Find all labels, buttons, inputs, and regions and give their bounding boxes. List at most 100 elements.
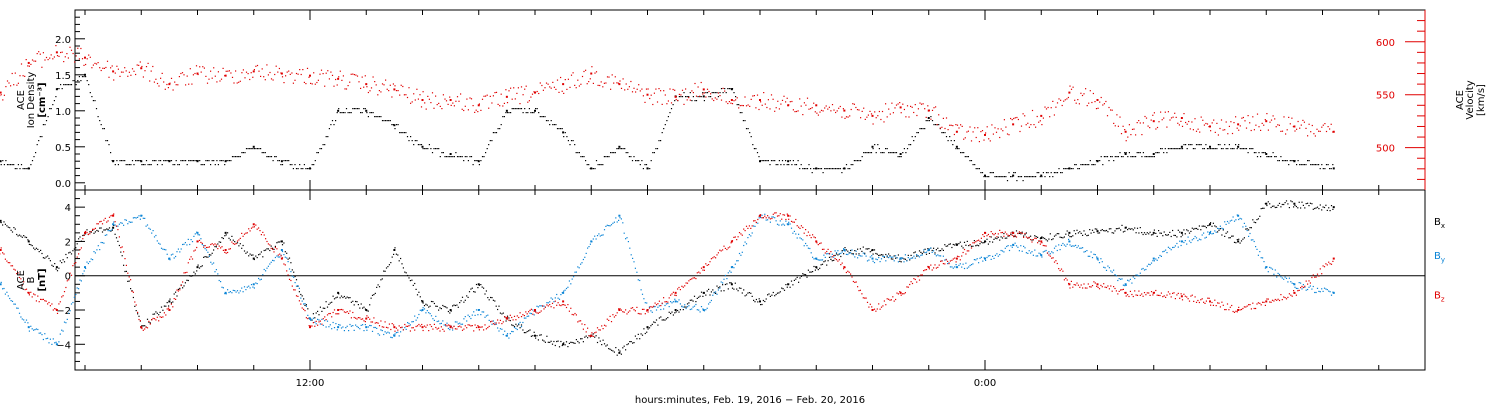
density-trail-dot [13, 164, 15, 166]
By-trail-dot [641, 293, 644, 295]
By-trail-dot [1008, 249, 1011, 252]
Bz-trail-dot [944, 263, 946, 265]
density-trail-dot [880, 152, 882, 154]
Bz-trail-dot [1030, 239, 1032, 241]
By-trail-dot [852, 254, 854, 256]
Bz-trail-dot [92, 228, 94, 230]
velocity-trail-dot [1238, 129, 1240, 131]
density-trail-dot [1245, 148, 1248, 150]
velocity-trail-dot [1269, 121, 1271, 123]
velocity-trail-dot [485, 95, 487, 97]
Bz-trail-dot [373, 317, 375, 319]
By-trail-dot [1305, 289, 1307, 291]
Bz-trail-dot [969, 244, 971, 246]
density-trail-dot [278, 160, 280, 162]
By-trail-dot [834, 250, 836, 252]
velocity-trail-dot [724, 90, 726, 92]
By-trail-dot [35, 328, 37, 330]
velocity-trail-dot [805, 104, 807, 106]
Bx-trail-dot [228, 237, 230, 239]
By-trail-dot [938, 255, 940, 257]
By-trail-dot [383, 333, 385, 336]
Bx-trail-dot [1079, 231, 1081, 233]
b-tick-label: 0 [65, 272, 71, 283]
density-trail-dot [1119, 152, 1121, 154]
velocity-trail-dot [1035, 126, 1037, 128]
density-trail-dot [138, 160, 140, 162]
By-trail-dot [996, 253, 998, 255]
density-trail-dot [885, 148, 887, 150]
velocity-trail-dot [1147, 125, 1149, 127]
Bz-point [787, 214, 790, 217]
By-trail-dot [1000, 249, 1002, 252]
Bx-trail-dot [525, 332, 527, 334]
Bz-trail-dot [409, 330, 411, 332]
velocity-trail-dot [706, 88, 709, 90]
Bx-trail-dot [710, 291, 712, 293]
Bx-trail-dot [315, 312, 317, 314]
velocity-trail-dot [216, 81, 218, 83]
velocity-trail-dot [1299, 127, 1301, 129]
By-point [112, 223, 115, 226]
Bx-trail-dot [475, 283, 478, 286]
By-trail-dot [871, 255, 873, 257]
By-trail-dot [23, 319, 25, 321]
velocity-trail-dot [794, 111, 796, 113]
velocity-trail-dot [630, 80, 632, 83]
Bx-trail-dot [938, 250, 940, 252]
velocity-trail-dot [1060, 99, 1062, 101]
Bz-trail-dot [412, 327, 414, 329]
Bx-trail-dot [968, 245, 970, 247]
By-trail-dot [516, 328, 518, 331]
By-trail-dot [1132, 276, 1134, 278]
velocity-trail-dot [735, 99, 737, 101]
Bz-trail-dot [831, 256, 833, 258]
By-trail-dot [4, 293, 6, 295]
velocity-trail-dot [236, 82, 238, 84]
By-trail-dot [1180, 244, 1182, 247]
Bx-trail-dot [149, 322, 151, 324]
By-trail-dot [553, 301, 555, 303]
density-trail-dot [1249, 148, 1251, 150]
density-trail-dot [752, 144, 754, 146]
By-trail-dot [1124, 285, 1126, 287]
density-trail-dot [867, 152, 869, 154]
Bx-trail-dot [20, 235, 22, 237]
By-trail-dot [533, 314, 535, 316]
velocity-trail-dot [686, 99, 688, 101]
velocity-trail-dot [477, 111, 479, 113]
Bx-trail-dot [678, 311, 680, 313]
Bx-trail-dot [768, 293, 770, 295]
Bz-trail-dot [18, 276, 21, 279]
density-trail-dot [1289, 160, 1291, 162]
By-trail-dot [658, 305, 660, 307]
velocity-trail-dot [670, 102, 673, 104]
Bz-trail-dot [464, 325, 466, 327]
density-trail-dot [497, 128, 499, 130]
Bx-trail-dot [1058, 233, 1060, 235]
Bx-trail-dot [1249, 227, 1251, 229]
Bx-trail-dot [391, 256, 393, 258]
Bx-trail-dot [179, 287, 181, 289]
velocity-trail-dot [658, 88, 660, 90]
Bx-trail-dot [810, 271, 812, 273]
By-trail-dot [1194, 235, 1196, 238]
density-trail-dot [988, 176, 990, 178]
density-trail-dot [413, 144, 415, 146]
By-trail-dot [204, 248, 206, 250]
velocity-trail-dot [1233, 122, 1235, 124]
density-trail-dot [180, 160, 182, 162]
Bz-trail-dot [560, 305, 562, 307]
velocity-trail-dot [1099, 101, 1101, 103]
density-trail-dot [525, 112, 527, 114]
density-trail-dot [1303, 164, 1305, 166]
density-trail-dot [160, 160, 162, 162]
By-point [365, 326, 368, 329]
Bx-trail-dot [1152, 234, 1154, 236]
density-trail-dot [636, 160, 638, 162]
Bx-trail-dot [1232, 235, 1234, 237]
density-trail-dot [86, 80, 88, 82]
density-trail-dot [719, 92, 721, 94]
Bz-trail-dot [215, 244, 217, 246]
By-trail-dot [144, 217, 146, 219]
